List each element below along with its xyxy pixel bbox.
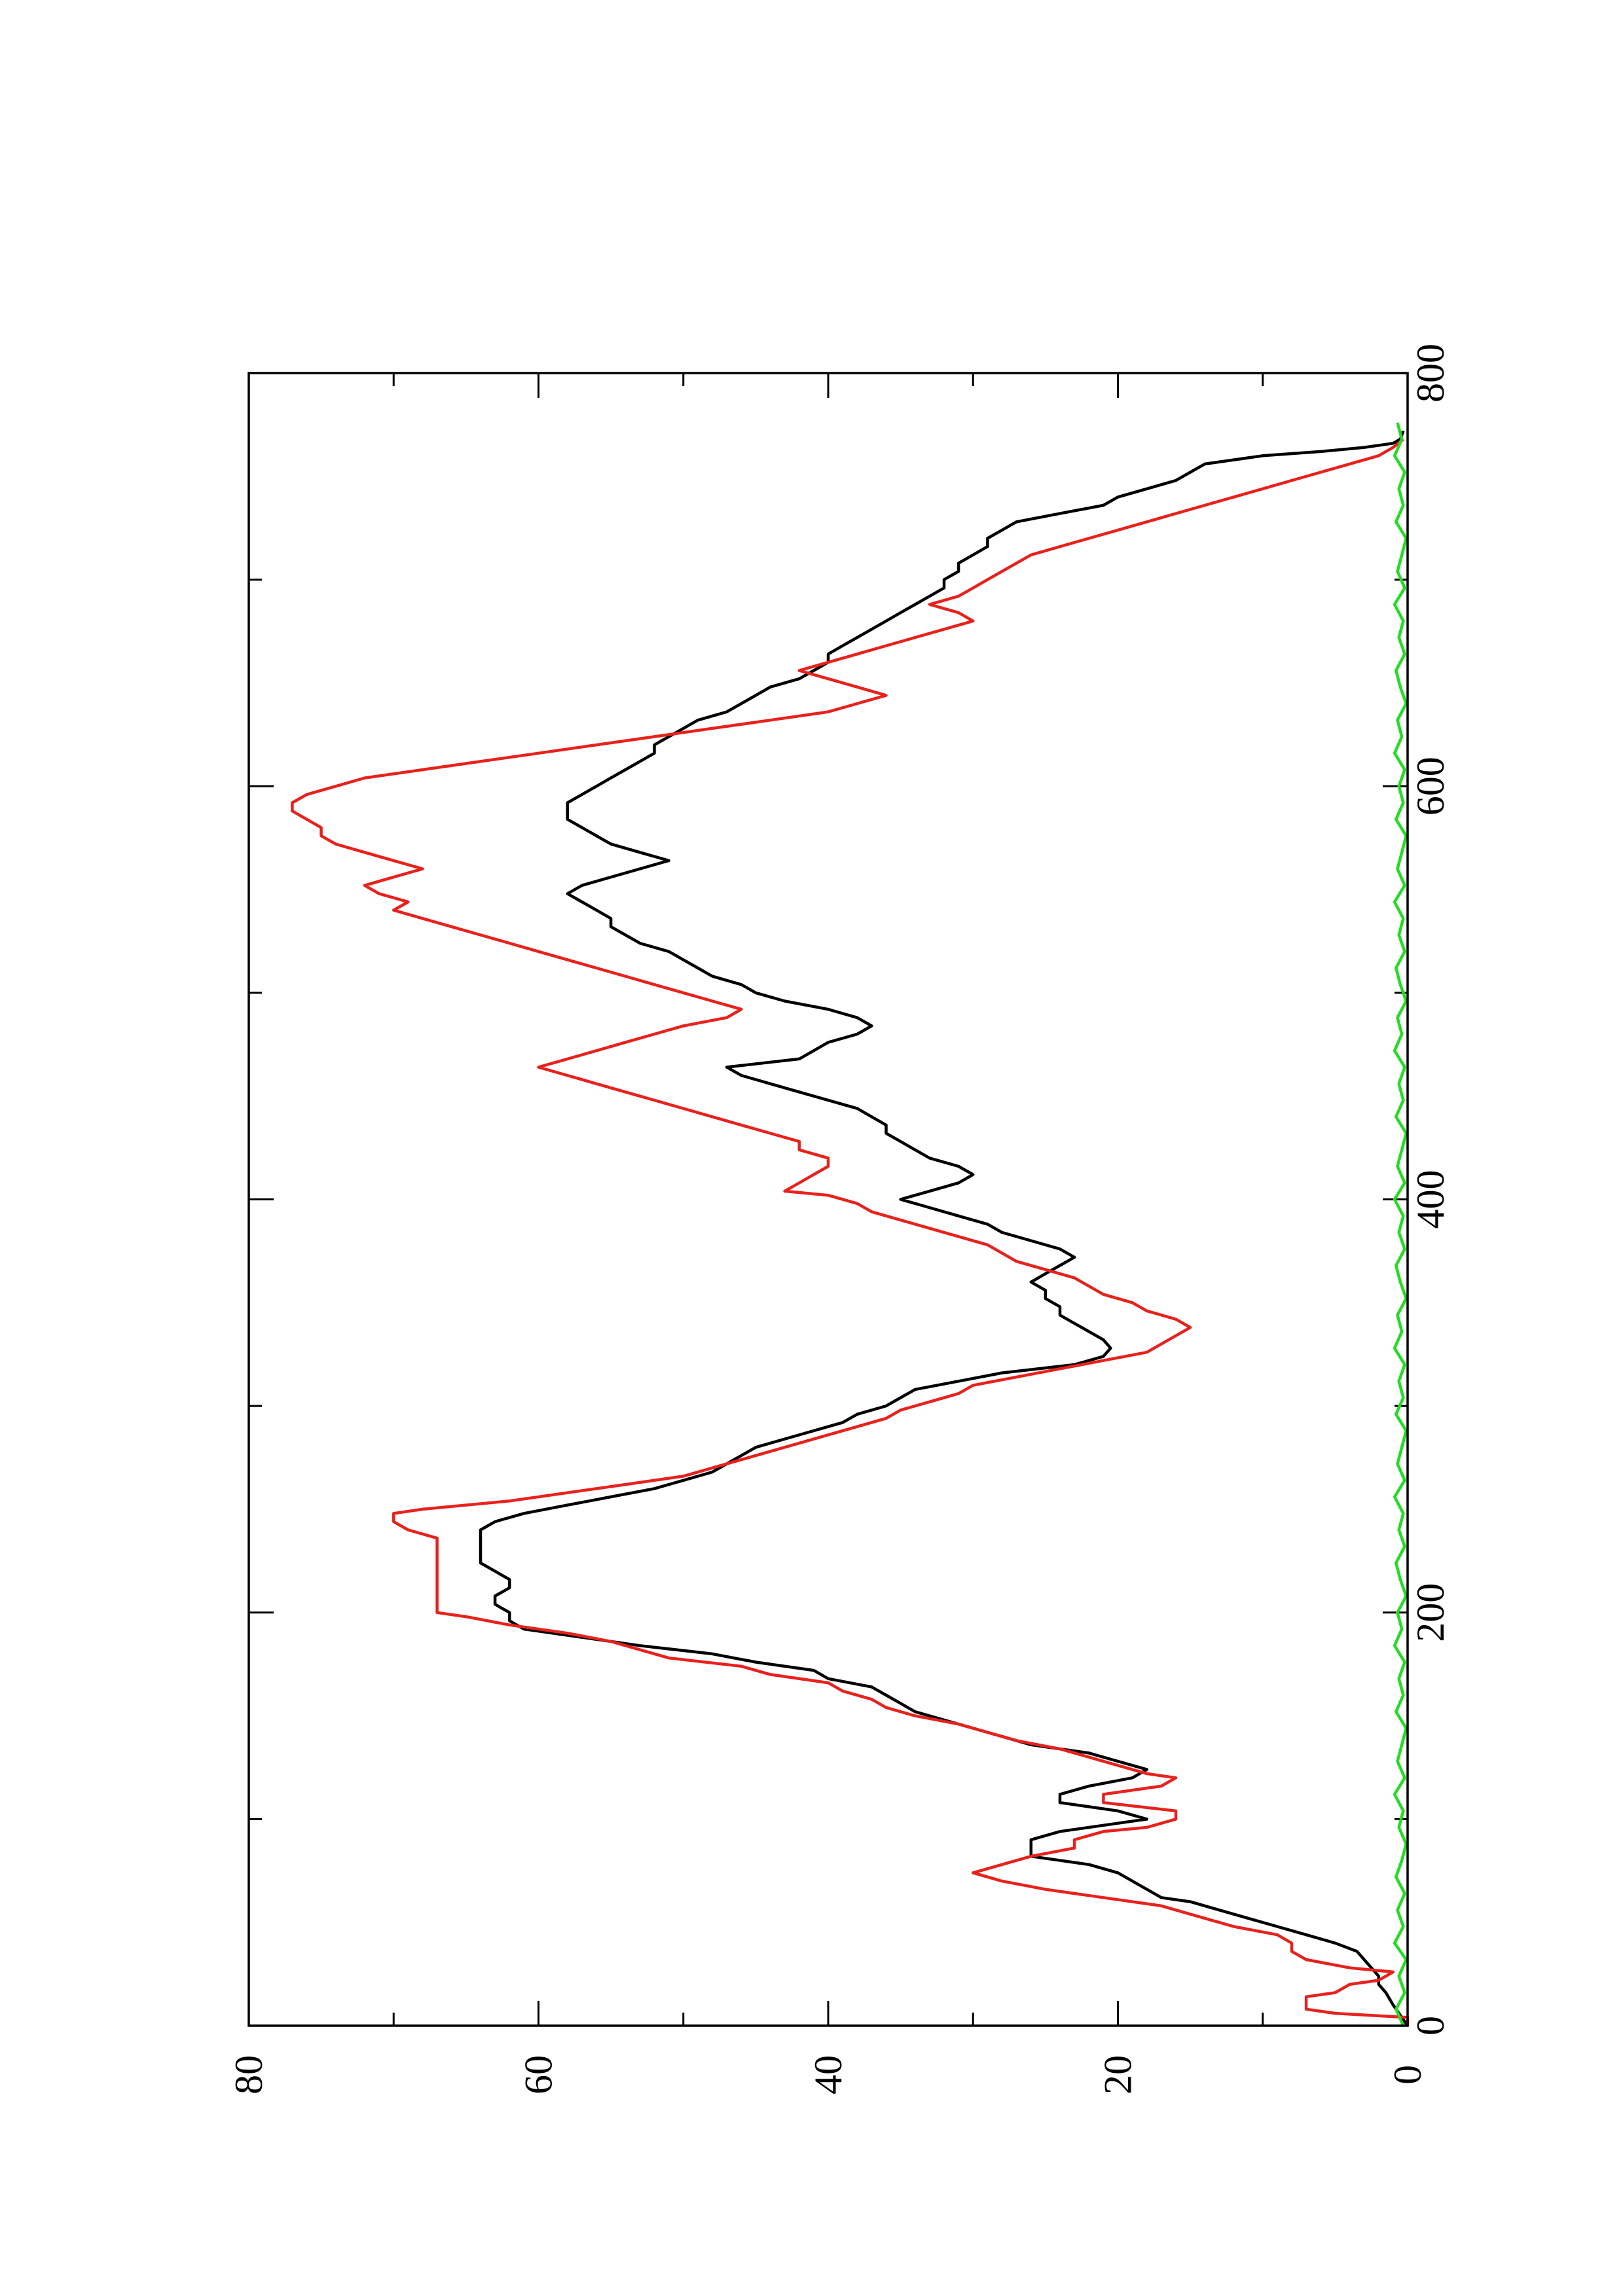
- y-tick-label: 20: [1097, 2055, 1140, 2094]
- tick-labels: 0 200 400 600 800 0 20 40 60 80: [227, 344, 1452, 2094]
- series-layer: [291, 422, 1410, 2027]
- ticks: [247, 372, 1409, 2027]
- x-tick-label: 800: [1409, 344, 1452, 403]
- x-tick-label: 200: [1409, 1583, 1452, 1642]
- y-tick-label: 80: [227, 2055, 270, 2094]
- y-tick-label: 0: [1386, 2065, 1429, 2085]
- x-tick-label: 0: [1409, 2016, 1452, 2036]
- y-tick-label: 40: [807, 2055, 850, 2094]
- series-line-2: [291, 438, 1410, 2026]
- plot-frame: [247, 372, 1409, 2027]
- y-tick-label: 60: [517, 2055, 560, 2094]
- x-tick-label: 600: [1409, 757, 1452, 816]
- series-line-1: [479, 430, 1409, 2027]
- series-line-3: [1393, 422, 1408, 2026]
- x-tick-label: 400: [1409, 1170, 1452, 1229]
